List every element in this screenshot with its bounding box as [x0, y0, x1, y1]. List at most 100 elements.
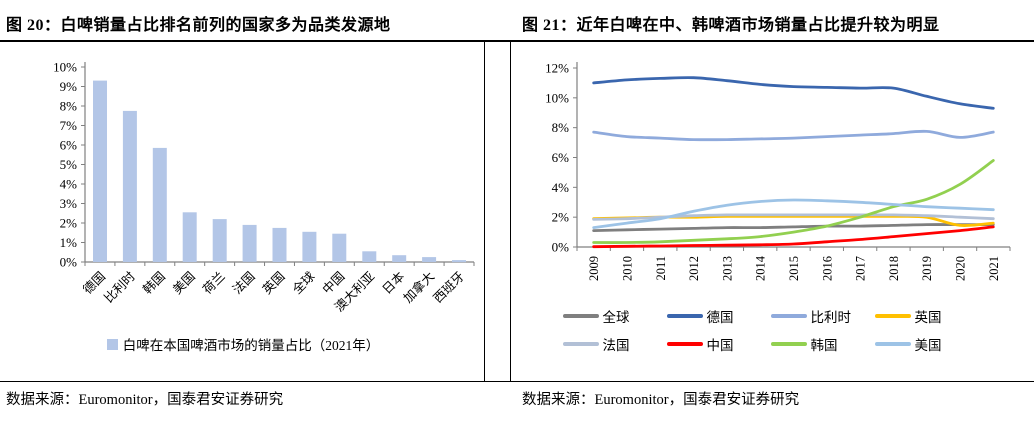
x-tick-label: 美国 [170, 269, 198, 297]
x-tick-label: 2009 [587, 256, 601, 281]
y-tick-label: 2% [60, 216, 78, 231]
line-series-7 [592, 198, 995, 230]
x-tick-label: 韩国 [140, 269, 168, 297]
line-chart-legend-row-1: 全球 德国 比利时 英国 [510, 306, 1031, 326]
x-tick-label: 2019 [920, 256, 934, 281]
legend-label: 法国 [602, 338, 630, 353]
legend-label: 白啤在本国啤酒市场的销量占比（2021年） [122, 338, 380, 353]
bar-2 [152, 147, 167, 262]
y-tick-label: 12% [545, 61, 569, 76]
figure-21-title: 图 21：近年白啤在中、韩啤酒市场销量占比提升较为明显 [522, 17, 940, 34]
x-tick-label: 2010 [620, 256, 634, 281]
figure-20-title: 图 20：白啤销量占比排名前列的国家多为品类发源地 [6, 17, 391, 34]
bar-0 [93, 80, 107, 262]
bar-4 [212, 219, 227, 262]
x-tick-label: 2014 [754, 255, 768, 281]
x-tick-label: 全球 [289, 268, 318, 297]
y-tick-label: 4% [552, 180, 570, 195]
legend-swatch [770, 342, 807, 346]
x-tick-label: 2012 [687, 256, 701, 281]
legend-label: 美国 [914, 338, 942, 353]
y-tick-label: 2% [552, 210, 570, 225]
y-tick-label: 0% [60, 255, 78, 270]
legend-item: 英国 [874, 306, 979, 326]
legend-label: 全球 [602, 310, 630, 325]
legend-label: 德国 [706, 310, 734, 325]
legend-swatch [874, 342, 911, 346]
y-tick-label: 6% [552, 150, 570, 165]
line-series-0 [592, 223, 995, 232]
title-divider-rule [0, 40, 1034, 42]
x-tick-label: 加拿大 [400, 269, 437, 306]
bar-6 [272, 227, 287, 262]
x-tick-label: 2015 [787, 256, 801, 281]
y-tick-label: 8% [552, 120, 570, 135]
x-tick-label: 2017 [854, 256, 868, 281]
panel-divider-left [484, 41, 485, 381]
x-tick-label: 法国 [230, 269, 258, 297]
y-tick-label: 10% [545, 90, 569, 105]
bar-7 [302, 231, 317, 262]
legend-label: 韩国 [810, 338, 838, 353]
panel-divider-right [510, 41, 511, 381]
source-divider-rule [0, 381, 1034, 382]
y-tick-label: 0% [552, 240, 570, 255]
figure-20-source: 数据来源：Euromonitor，国泰君安证券研究 [6, 392, 284, 408]
legend-swatch [562, 314, 599, 318]
whitebeer-share-trend-line-chart: 0% 2% 4% 6% 8% 10% 12% 2009 2010 2011 2012 2013 2014… [545, 61, 1011, 281]
x-tick-label: 西班牙 [431, 269, 467, 305]
y-tick-label: 1% [60, 235, 78, 250]
y-tick-label: 4% [60, 177, 78, 192]
legend-label: 比利时 [810, 310, 852, 325]
bar-10 [392, 255, 407, 262]
bar-8 [332, 233, 347, 262]
x-tick-label: 英国 [260, 269, 288, 297]
bar-11 [422, 257, 437, 262]
figure-21-source: 数据来源：Euromonitor，国泰君安证券研究 [522, 392, 800, 408]
x-tick-label: 2018 [887, 256, 901, 281]
legend-item: 韩国 [770, 334, 875, 354]
bar-3 [182, 212, 197, 262]
legend-item: 法国 [562, 334, 667, 354]
x-tick-label: 2021 [987, 256, 1001, 281]
legend-swatch [666, 314, 703, 318]
legend-swatch [770, 314, 807, 318]
legend-label: 中国 [706, 338, 734, 353]
legend-swatch [666, 342, 703, 346]
x-tick-label: 2020 [954, 256, 968, 281]
y-tick-label: 5% [60, 157, 78, 172]
bar-1 [122, 110, 137, 263]
legend-label: 英国 [914, 310, 942, 325]
x-tick-label: 荷兰 [200, 269, 228, 297]
legend-item: 比利时 [770, 306, 875, 326]
x-tick-label: 比利时 [102, 269, 139, 306]
line-chart-legend-row-2: 法国 中国 韩国 美国 [510, 334, 1031, 354]
legend-item: 中国 [666, 334, 771, 354]
bar-9 [362, 251, 377, 262]
legend-item: 美国 [874, 334, 979, 354]
legend-swatch [874, 314, 911, 318]
y-tick-label: 8% [60, 99, 78, 114]
y-tick-label: 3% [60, 196, 78, 211]
bar-12 [452, 260, 466, 263]
legend-item: 全球 [562, 306, 667, 326]
legend-item: 白啤在本国啤酒市场的销量占比（2021年） [106, 334, 380, 354]
line-series-4 [592, 213, 995, 221]
bar-chart-legend: 白啤在本国啤酒市场的销量占比（2021年） [2, 334, 484, 354]
y-tick-label: 6% [60, 138, 78, 153]
x-tick-label: 2011 [654, 256, 668, 281]
x-tick-label: 2013 [720, 256, 734, 281]
line-series-5 [592, 225, 995, 249]
line-series-1 [592, 76, 995, 110]
y-tick-label: 7% [60, 118, 78, 133]
line-series-2 [592, 129, 995, 142]
y-tick-label: 10% [53, 60, 77, 75]
x-tick-label: 2016 [820, 256, 834, 281]
bar-5 [242, 224, 257, 262]
y-tick-label: 9% [60, 79, 78, 94]
line-series-6 [592, 159, 995, 244]
legend-item: 德国 [666, 306, 771, 326]
legend-swatch [106, 338, 118, 350]
legend-swatch [562, 342, 599, 346]
